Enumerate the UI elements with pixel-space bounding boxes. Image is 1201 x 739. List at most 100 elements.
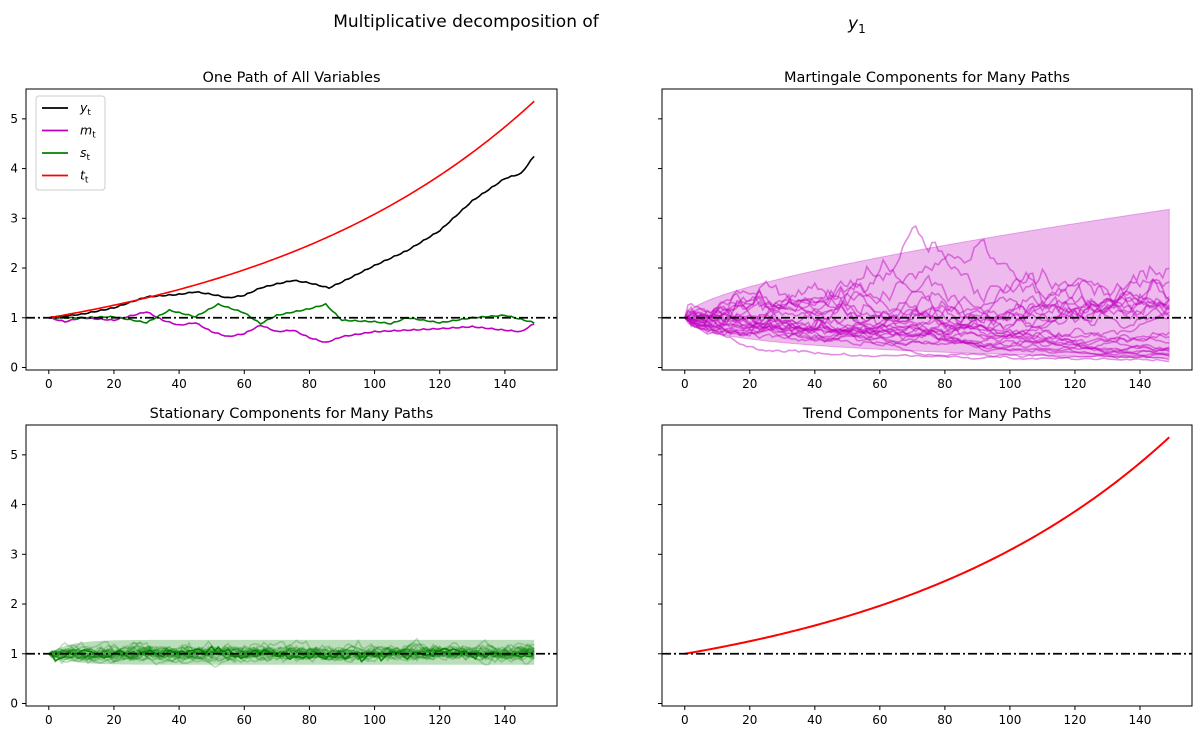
subplot-title: Stationary Components for Many Paths xyxy=(150,406,434,422)
x-tick-label: 80 xyxy=(937,713,952,727)
legend-sub: t xyxy=(87,108,91,118)
legend-var: s xyxy=(80,145,87,160)
x-tick-label: 0 xyxy=(681,377,689,391)
martingale-path xyxy=(684,308,1170,351)
x-tick-label: 20 xyxy=(106,713,121,727)
legend-label-s: st xyxy=(80,145,91,163)
confidence-band xyxy=(684,208,1170,359)
plot-area xyxy=(662,436,1192,655)
legend-label-y: yt xyxy=(79,100,91,118)
martingale-path xyxy=(683,298,1170,344)
martingale-path xyxy=(684,296,1170,329)
x-tick-label: 40 xyxy=(807,713,822,727)
y-tick-label: 2 xyxy=(10,597,18,611)
x-tick-label: 60 xyxy=(237,713,252,727)
martingale-path xyxy=(684,290,1170,338)
martingale-path xyxy=(684,317,1170,360)
y-tick-label: 2 xyxy=(10,261,18,275)
stationary-path xyxy=(48,638,535,661)
stationary-path xyxy=(48,644,535,665)
x-tick-label: 120 xyxy=(428,377,451,391)
stationary-path xyxy=(48,643,535,661)
martingale-path xyxy=(684,281,1170,323)
stationary-path xyxy=(48,640,535,661)
y-tick-label: 5 xyxy=(10,448,18,462)
x-tick-label: 0 xyxy=(45,713,53,727)
martingale-path xyxy=(684,316,1170,356)
x-tick-label: 20 xyxy=(106,377,121,391)
stationary-path xyxy=(48,639,535,665)
martingale-path xyxy=(684,306,1170,353)
martingale-path xyxy=(684,224,1170,333)
legend-frame xyxy=(35,95,106,191)
stationary-path xyxy=(48,645,535,665)
stationary-path xyxy=(48,643,535,663)
y-tick-label: 0 xyxy=(10,697,18,711)
stationary-path xyxy=(48,643,535,668)
legend-var: m xyxy=(80,123,92,138)
x-tick-label: 40 xyxy=(807,377,822,391)
martingale-path xyxy=(684,317,1170,357)
series-y xyxy=(48,155,535,319)
y-tick-label: 3 xyxy=(10,211,18,225)
x-tick-label: 100 xyxy=(998,377,1021,391)
martingale-path xyxy=(684,308,1170,351)
x-tick-label: 100 xyxy=(998,713,1021,727)
suptitle: Multiplicative decomposition of xyxy=(333,12,600,32)
x-tick-label: 60 xyxy=(872,713,887,727)
martingale-path xyxy=(684,299,1170,343)
x-tick-label: 120 xyxy=(1063,713,1086,727)
axes-frame xyxy=(661,88,1193,371)
plot-area xyxy=(662,208,1192,363)
x-tick-label: 140 xyxy=(1129,713,1152,727)
subplot-title: Martingale Components for Many Paths xyxy=(784,70,1070,86)
x-tick-label: 140 xyxy=(1129,377,1152,391)
x-tick-label: 80 xyxy=(937,377,952,391)
axes-frame xyxy=(25,424,558,707)
stationary-path xyxy=(48,641,535,664)
stationary-path xyxy=(48,644,535,665)
x-tick-label: 140 xyxy=(493,713,516,727)
martingale-path xyxy=(684,317,1170,363)
subplot-title: One Path of All Variables xyxy=(202,70,380,86)
x-tick-label: 40 xyxy=(171,713,186,727)
axes-frame xyxy=(661,424,1193,707)
legend-sub: t xyxy=(92,131,96,141)
y-tick-label: 3 xyxy=(10,547,18,561)
series-t xyxy=(48,100,535,319)
x-tick-label: 140 xyxy=(493,377,516,391)
x-tick-label: 120 xyxy=(428,713,451,727)
martingale-path xyxy=(684,316,1170,346)
y-tick-label: 4 xyxy=(10,162,18,176)
stationary-path xyxy=(48,637,535,664)
plot-area xyxy=(26,637,557,668)
confidence-band xyxy=(48,639,535,665)
stationary-path xyxy=(48,646,535,666)
x-tick-label: 20 xyxy=(742,713,757,727)
x-tick-label: 80 xyxy=(302,713,317,727)
legend-var: y xyxy=(79,100,88,115)
stationary-path xyxy=(48,640,535,661)
x-tick-label: 80 xyxy=(302,377,317,391)
stationary-path xyxy=(48,645,535,662)
legend-label-t: tt xyxy=(80,168,89,186)
stationary-path xyxy=(48,645,535,663)
plot-area xyxy=(26,100,557,343)
martingale-path xyxy=(684,278,1170,326)
y-tick-label: 4 xyxy=(10,498,18,512)
x-tick-label: 60 xyxy=(872,377,887,391)
axes-frame xyxy=(25,88,558,371)
x-tick-label: 20 xyxy=(742,377,757,391)
trend-path xyxy=(684,436,1170,655)
martingale-path xyxy=(684,278,1170,327)
martingale-path xyxy=(684,307,1170,342)
martingale-path xyxy=(684,280,1170,335)
x-tick-label: 0 xyxy=(45,377,53,391)
subplot-4: Trend Components for Many Paths 0 20 40 60 80… xyxy=(658,406,1193,727)
x-tick-label: 100 xyxy=(363,377,386,391)
x-tick-label: 0 xyxy=(681,713,689,727)
y-tick-label: 0 xyxy=(10,361,18,375)
